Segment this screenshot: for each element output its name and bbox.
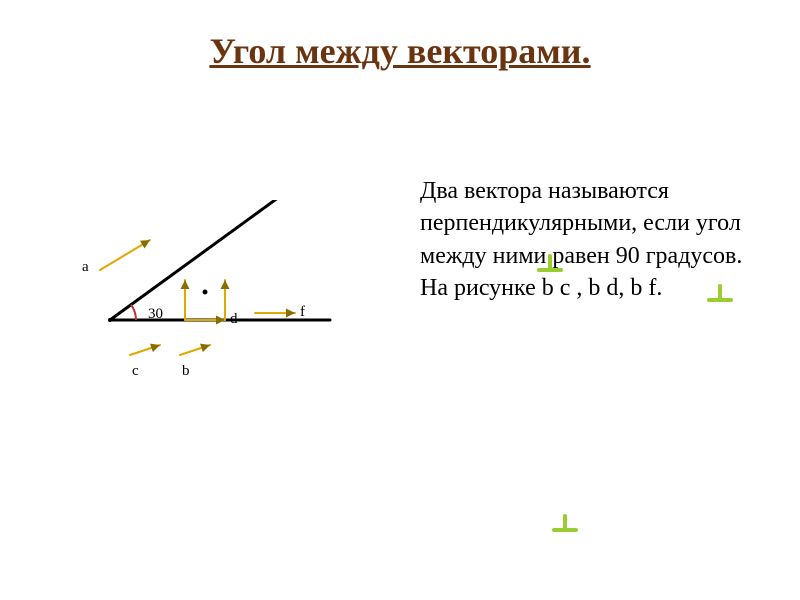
svg-text:b: b [182,363,190,379]
svg-text:c: c [132,363,139,379]
svg-text:a: a [82,259,89,275]
slide-title: Угол между векторами. [0,30,800,72]
svg-text:30: 30 [148,306,163,322]
body-text: Два вектора называются перпендикулярными… [420,175,760,305]
svg-text:f: f [300,304,305,320]
svg-text:d: d [230,311,238,327]
vector-diagram: a 30 d f c b [40,200,400,420]
